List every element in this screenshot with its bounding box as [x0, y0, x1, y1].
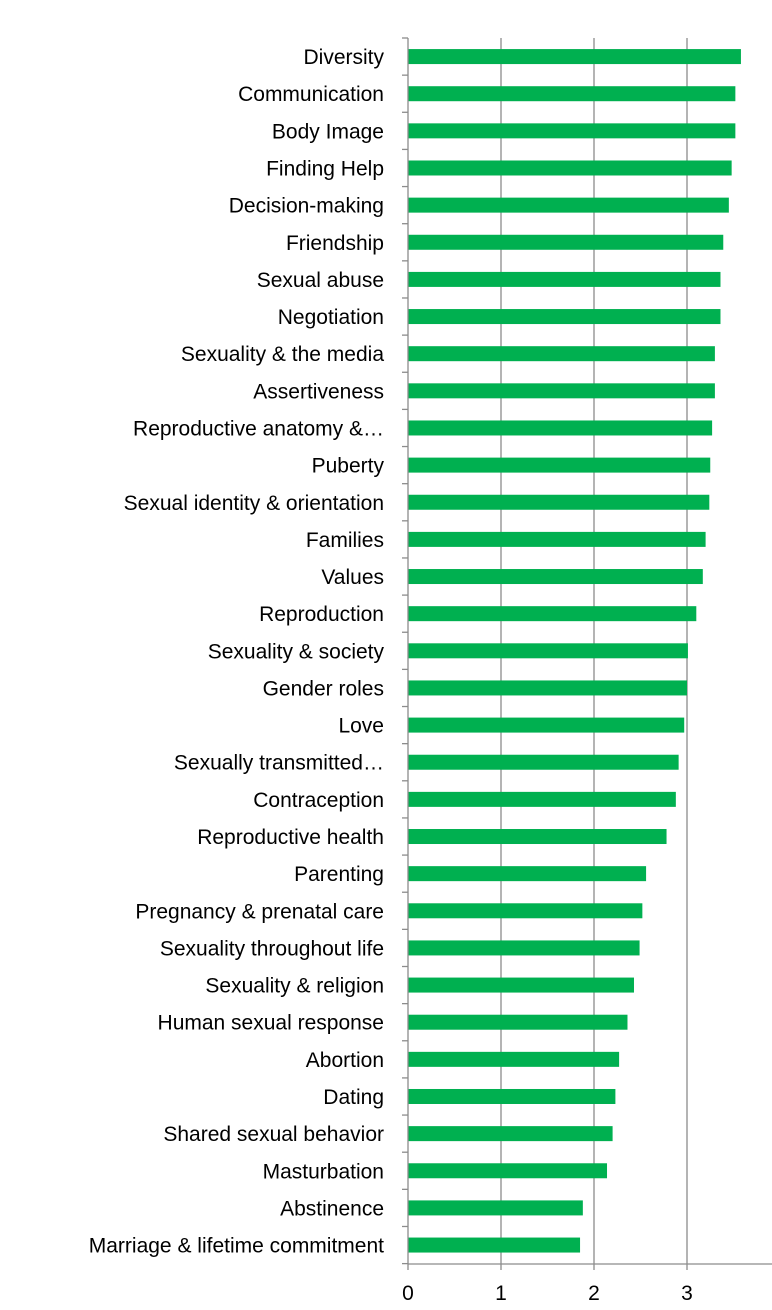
- bar: [408, 940, 640, 956]
- x-tick-labels: 0 1 2 3: [402, 1282, 693, 1305]
- category-label: Decision-making: [229, 195, 384, 218]
- axes: [402, 37, 772, 1270]
- bar: [408, 531, 706, 547]
- x-tick-label: 2: [588, 1282, 600, 1305]
- category-label: Sexually transmitted…: [174, 752, 384, 775]
- bar: [408, 791, 676, 807]
- bar: [408, 829, 667, 845]
- category-label: Reproductive health: [197, 826, 384, 849]
- category-label: Love: [338, 715, 384, 738]
- bar: [408, 569, 703, 585]
- category-label: Reproduction: [259, 603, 384, 626]
- category-label: Sexual identity & orientation: [124, 492, 384, 515]
- category-label: Finding Help: [266, 157, 384, 180]
- bar: [408, 717, 685, 733]
- bar: [408, 977, 634, 993]
- category-label: Negotiation: [278, 306, 384, 329]
- bar: [408, 1237, 581, 1253]
- bar: [408, 160, 732, 176]
- bar: [408, 1051, 620, 1067]
- category-label: Gender roles: [263, 677, 384, 700]
- bar: [408, 1014, 628, 1030]
- category-label: Diversity: [303, 46, 384, 69]
- bar: [408, 1088, 616, 1104]
- category-label: Communication: [238, 83, 384, 106]
- category-label: Parenting: [294, 863, 384, 886]
- category-label: Friendship: [286, 232, 384, 255]
- bar: [408, 1126, 613, 1142]
- x-tick-label: 1: [495, 1282, 507, 1305]
- category-label: Reproductive anatomy &…: [133, 417, 384, 440]
- bar: [408, 309, 721, 325]
- bar: [408, 420, 713, 436]
- category-labels: Diversity Communication Body Image Finding …: [89, 46, 385, 1257]
- category-label: Abstinence: [280, 1197, 384, 1220]
- bar: [408, 86, 736, 102]
- bar: [408, 123, 736, 139]
- bar: [408, 1163, 608, 1179]
- category-label: Abortion: [306, 1049, 384, 1072]
- bar: [408, 643, 688, 659]
- bar: [408, 903, 643, 919]
- x-tick-label: 3: [681, 1282, 693, 1305]
- bar: [408, 1200, 583, 1216]
- x-tick-label: 0: [402, 1282, 414, 1305]
- category-label: Sexuality & society: [208, 640, 385, 663]
- bar: [408, 49, 741, 65]
- category-label: Pregnancy & prenatal care: [135, 900, 384, 923]
- category-label: Dating: [323, 1086, 384, 1109]
- category-label: Sexual abuse: [257, 269, 384, 292]
- category-label: Assertiveness: [253, 380, 384, 403]
- bar: [408, 754, 679, 770]
- category-label: Sexuality throughout life: [160, 937, 384, 960]
- category-label: Sexuality & the media: [181, 343, 384, 366]
- bar: [408, 271, 721, 287]
- bar: [408, 866, 647, 882]
- bar: [408, 457, 711, 473]
- category-label: Body Image: [272, 120, 384, 143]
- bar: [408, 606, 697, 622]
- category-label: Families: [306, 529, 384, 552]
- bar: [408, 383, 715, 399]
- bar: [408, 680, 687, 696]
- bar: [408, 234, 724, 250]
- bars: [408, 49, 741, 1253]
- category-label: Masturbation: [263, 1160, 384, 1183]
- category-label: Contraception: [253, 789, 384, 812]
- category-label: Puberty: [312, 455, 385, 478]
- category-label: Sexuality & religion: [205, 975, 384, 998]
- bar: [408, 494, 710, 510]
- category-label: Marriage & lifetime commitment: [89, 1235, 384, 1258]
- category-label: Human sexual response: [158, 1012, 384, 1035]
- category-label: Values: [321, 566, 384, 589]
- category-label: Shared sexual behavior: [163, 1123, 384, 1146]
- bar: [408, 346, 715, 362]
- bar: [408, 197, 729, 213]
